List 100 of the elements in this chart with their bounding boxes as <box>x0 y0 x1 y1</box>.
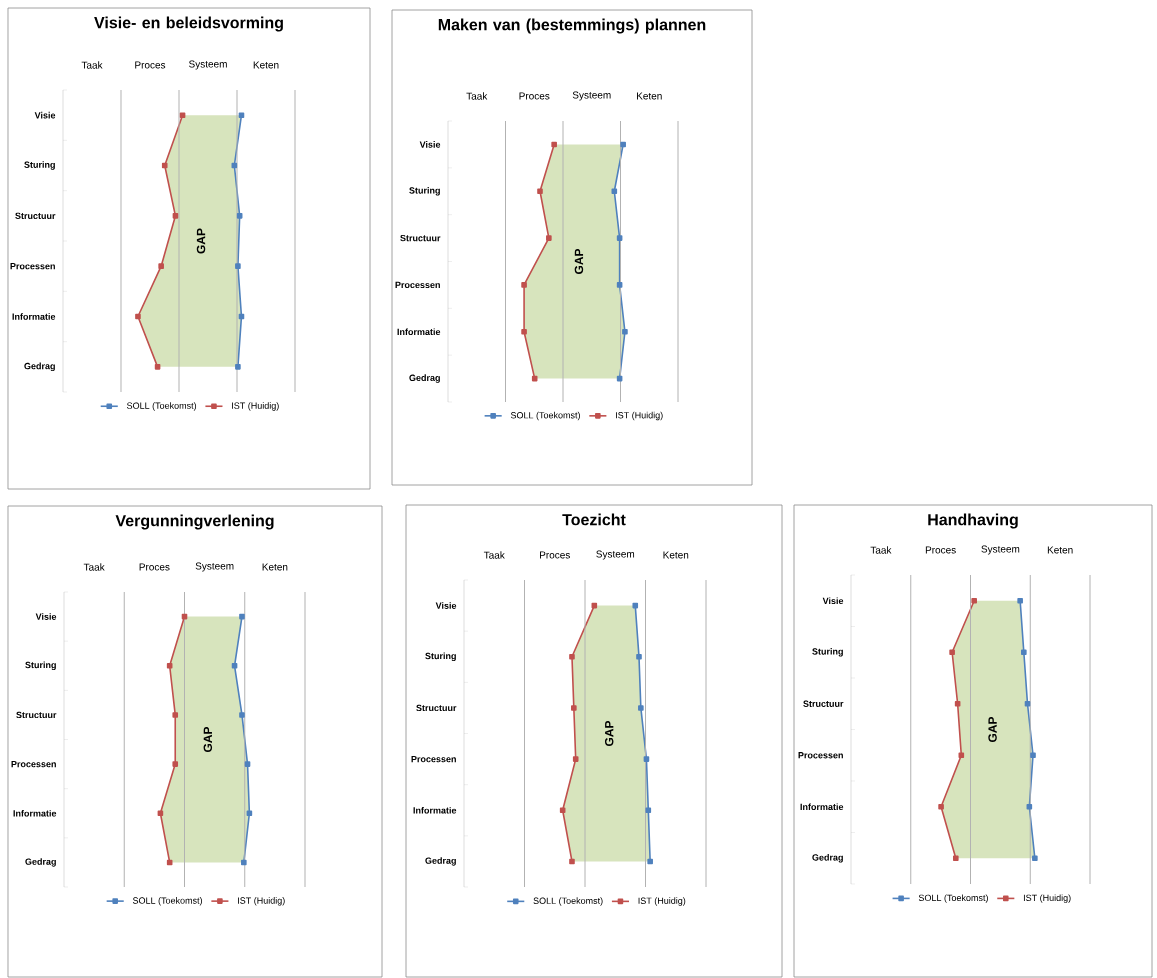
point <box>179 112 186 118</box>
text: Taak <box>466 92 488 100</box>
y-tick-label: Gedrag <box>812 854 843 863</box>
point <box>569 858 575 865</box>
y-tick-label: Processen <box>11 760 56 768</box>
legend-label: SOLL (Toekomst) <box>126 402 197 411</box>
point <box>172 761 179 767</box>
point <box>643 756 650 762</box>
point <box>235 263 241 269</box>
text: Proces <box>139 563 170 571</box>
text: Keten <box>637 92 662 100</box>
legend-label: IST (Huidig) <box>616 411 663 421</box>
text: Systeem <box>596 550 635 560</box>
annotation: GAP <box>574 248 584 275</box>
y-tick-label: Structuur <box>16 711 57 719</box>
legend-label: SOLL (Toekomst) <box>533 897 603 906</box>
legend-label: SOLL (Toekomst) <box>918 894 988 903</box>
y-tick-label: Gedrag <box>25 858 56 867</box>
y-tick-label: Structuur <box>416 704 457 712</box>
point <box>569 653 575 660</box>
chart-title: Vergunningverlening <box>115 514 274 530</box>
text: Proces <box>540 551 570 559</box>
point <box>537 188 543 195</box>
annotation: GAP <box>196 228 206 254</box>
point <box>1017 597 1023 604</box>
point <box>521 282 527 288</box>
y-tick-label: Visie <box>34 111 56 119</box>
y-tick-label: Visie <box>419 141 441 148</box>
y-tick-label: Visie <box>822 597 844 605</box>
y-tick-label: Sturing <box>25 661 56 670</box>
point <box>161 162 168 169</box>
point <box>636 653 642 660</box>
point <box>571 705 577 711</box>
y-tick-label: Processen <box>411 755 456 763</box>
y-tick-label: Processen <box>395 281 440 289</box>
chart-title: Toezicht <box>562 513 626 526</box>
y-tick-label: Processen <box>10 263 55 270</box>
legend-label: IST (Huidig) <box>232 402 279 411</box>
text: Taak <box>83 563 105 571</box>
y-tick-label: Sturing <box>24 161 55 170</box>
y-tick-label: Structuur <box>400 234 441 242</box>
text: Taak <box>870 546 892 554</box>
point <box>236 213 243 219</box>
point <box>559 807 566 814</box>
point <box>1026 803 1033 810</box>
point <box>971 597 977 604</box>
legend-label: IST (Huidig) <box>638 897 686 906</box>
point <box>172 213 179 219</box>
point <box>135 313 141 320</box>
point <box>521 328 527 335</box>
y-tick-label: Sturing <box>409 187 440 196</box>
legend-label: IST (Huidig) <box>238 897 285 906</box>
text: Systeem <box>195 562 234 572</box>
text: Systeem <box>981 545 1020 555</box>
point <box>235 364 241 370</box>
text: Keten <box>253 61 279 69</box>
point <box>1021 649 1027 656</box>
point <box>1032 855 1038 862</box>
y-tick-label: Informatie <box>800 803 844 811</box>
point <box>241 859 247 866</box>
point <box>157 810 164 817</box>
text: Keten <box>1047 546 1073 554</box>
chart-title: Handhaving <box>928 513 1018 529</box>
point <box>172 712 179 718</box>
text: Taak <box>81 61 103 69</box>
point <box>244 761 251 767</box>
y-tick-label: Visie <box>35 613 57 620</box>
legend-label: SOLL (Toekomst) <box>132 897 202 906</box>
point <box>647 858 653 865</box>
y-tick-label: Informatie <box>397 328 441 336</box>
y-tick-label: Sturing <box>425 652 456 661</box>
text: Proces <box>925 546 956 554</box>
point <box>645 807 652 814</box>
y-tick-label: Structuur <box>15 212 56 220</box>
point <box>239 712 245 718</box>
legend-label: SOLL (Toekomst) <box>510 411 580 421</box>
point <box>239 613 245 620</box>
text: Keten <box>663 551 689 559</box>
y-tick-label: Gedrag <box>409 374 440 383</box>
point <box>246 810 253 817</box>
text: Taak <box>483 551 505 559</box>
point <box>154 364 161 370</box>
annotation: GAP <box>988 716 997 743</box>
text: Systeem <box>189 60 227 70</box>
y-tick-label: Informatie <box>413 806 457 814</box>
point <box>958 752 965 759</box>
point <box>1024 700 1031 707</box>
point <box>938 803 944 810</box>
chart-title: Maken van (bestemmings) plannen <box>438 18 706 34</box>
chart-title: Visie- en beleidsvorming <box>94 16 283 32</box>
point <box>953 855 959 862</box>
point <box>616 282 623 288</box>
text: Proces <box>519 92 550 100</box>
y-tick-label: Gedrag <box>24 362 55 372</box>
point <box>622 328 628 335</box>
annotation: GAP <box>604 720 614 747</box>
point <box>638 705 644 711</box>
y-tick-label: Informatie <box>13 809 57 817</box>
annotation: GAP <box>203 726 213 753</box>
text: Keten <box>262 563 288 571</box>
